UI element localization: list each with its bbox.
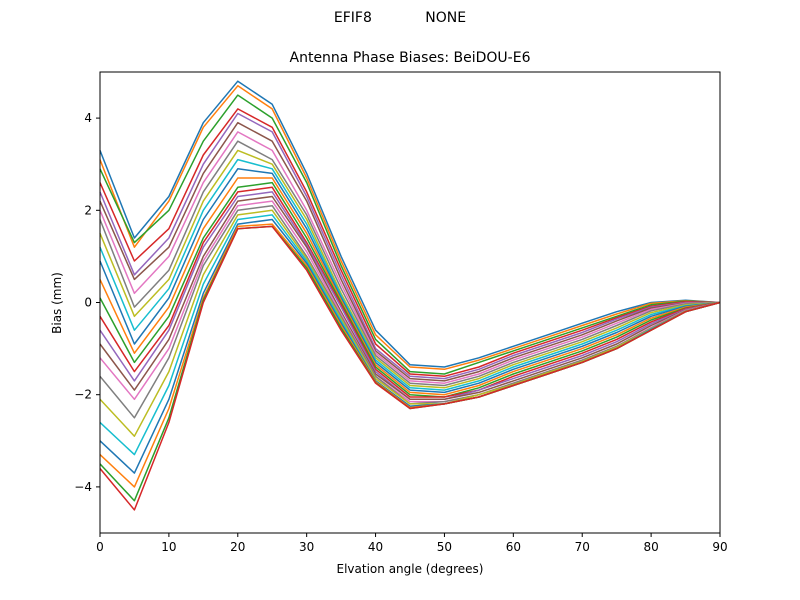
- series-line: [99, 218, 721, 474]
- series-line: [99, 108, 721, 378]
- series-line: [99, 223, 721, 488]
- x-tick-label: 80: [643, 540, 658, 554]
- series-line: [99, 158, 721, 391]
- x-tick-label: 20: [230, 540, 245, 554]
- x-tick-label: 40: [368, 540, 383, 554]
- series-line: [99, 80, 721, 368]
- y-tick-label: 0: [84, 296, 92, 310]
- series-line: [99, 112, 720, 380]
- y-tick-label: 4: [84, 111, 92, 125]
- series-line: [99, 149, 721, 389]
- x-tick-label: 90: [712, 540, 727, 554]
- x-axis-ticks: 0 10 20 30 40 50 60 70 80 90: [96, 533, 728, 554]
- series-line: [99, 131, 721, 384]
- y-tick-label: 2: [84, 203, 92, 217]
- x-tick-label: 70: [575, 540, 590, 554]
- x-axis-label: Elvation angle (degrees): [336, 562, 484, 576]
- series-line: [99, 94, 721, 375]
- x-tick-label: 30: [299, 540, 314, 554]
- series-line: [99, 209, 721, 437]
- series-line: [99, 195, 721, 401]
- series-line: [99, 121, 721, 382]
- x-tick-label: 50: [437, 540, 452, 554]
- x-tick-label: 60: [506, 540, 521, 554]
- y-tick-label: −4: [74, 480, 92, 494]
- series-line: [99, 225, 721, 511]
- data-lines: [99, 80, 721, 511]
- x-tick-label: 10: [161, 540, 176, 554]
- x-tick-label: 0: [96, 540, 104, 554]
- y-axis-ticks: −4 −2 0 2 4: [74, 111, 100, 494]
- series-line: [99, 186, 721, 398]
- series-line: [99, 140, 721, 387]
- series-line: [99, 168, 721, 394]
- series-line: [99, 177, 721, 396]
- series-line: [99, 85, 721, 371]
- series-line: [99, 181, 721, 398]
- figure-suptitle: EFIF8 NONE: [333, 10, 467, 26]
- y-tick-label: −2: [74, 388, 92, 402]
- chart-title: Antenna Phase Biases: BeiDOU-E6: [289, 50, 531, 66]
